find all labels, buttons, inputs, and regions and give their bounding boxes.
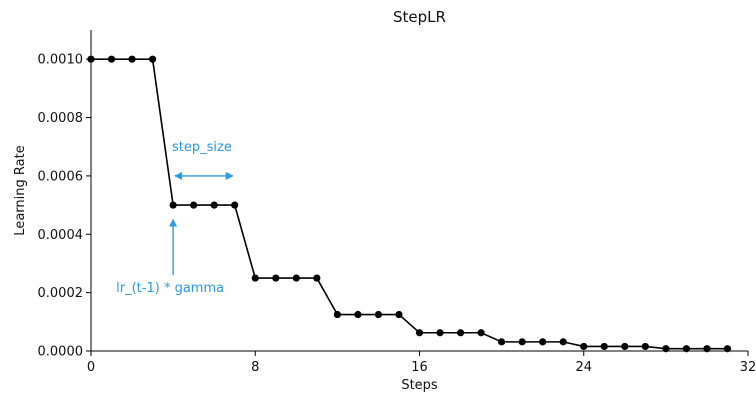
data-point — [87, 56, 94, 63]
data-point — [436, 329, 443, 336]
x-tick-label: 16 — [411, 360, 428, 375]
x-axis-label: Steps — [401, 378, 438, 393]
data-point — [642, 343, 649, 350]
y-tick-label: 0.0000 — [38, 345, 84, 360]
series-line — [91, 59, 727, 349]
tick-marks: 0 8 16 24 32 0.0000 0.0002 0.0004 0.0006 0.0008 0.… — [38, 53, 756, 375]
data-point — [519, 338, 526, 345]
data-point — [108, 56, 115, 63]
data-point — [231, 201, 238, 208]
x-tick-label: 0 — [87, 360, 95, 375]
gamma-annotation: lr_(t-1) * gamma — [116, 281, 224, 296]
data-point — [498, 338, 505, 345]
series-points-layer — [87, 56, 731, 353]
data-point — [457, 329, 464, 336]
y-tick-label: 0.0008 — [38, 111, 84, 126]
data-point — [293, 274, 300, 281]
data-point — [375, 311, 382, 318]
data-point — [560, 338, 567, 345]
data-point — [724, 345, 731, 352]
data-point — [683, 345, 690, 352]
data-point — [621, 343, 628, 350]
step-size-annotation: step_size — [172, 140, 232, 155]
data-point — [149, 56, 156, 63]
y-tick-label: 0.0006 — [38, 169, 84, 184]
data-point — [313, 274, 320, 281]
y-tick-label: 0.0010 — [38, 53, 84, 68]
data-point — [190, 201, 197, 208]
data-point — [211, 201, 218, 208]
data-point — [170, 201, 177, 208]
chart-title: StepLR — [393, 8, 446, 26]
y-tick-label: 0.0004 — [38, 228, 84, 243]
data-point — [539, 338, 546, 345]
data-point — [601, 343, 608, 350]
data-point — [477, 329, 484, 336]
x-tick-label: 24 — [575, 360, 592, 375]
data-point — [416, 329, 423, 336]
series-line-layer — [91, 59, 727, 349]
x-tick-label: 8 — [251, 360, 259, 375]
data-point — [354, 311, 361, 318]
data-point — [128, 56, 135, 63]
data-point — [662, 345, 669, 352]
x-tick-label: 32 — [740, 360, 756, 375]
y-tick-label: 0.0002 — [38, 286, 84, 301]
y-axis-label: Learning Rate — [13, 145, 28, 235]
data-point — [334, 311, 341, 318]
data-point — [395, 311, 402, 318]
data-point — [703, 345, 710, 352]
axes — [91, 30, 748, 351]
annotations-layer: step_size lr_(t-1) * gamma — [116, 140, 233, 296]
data-point — [252, 274, 259, 281]
data-point — [580, 343, 587, 350]
data-point — [272, 274, 279, 281]
